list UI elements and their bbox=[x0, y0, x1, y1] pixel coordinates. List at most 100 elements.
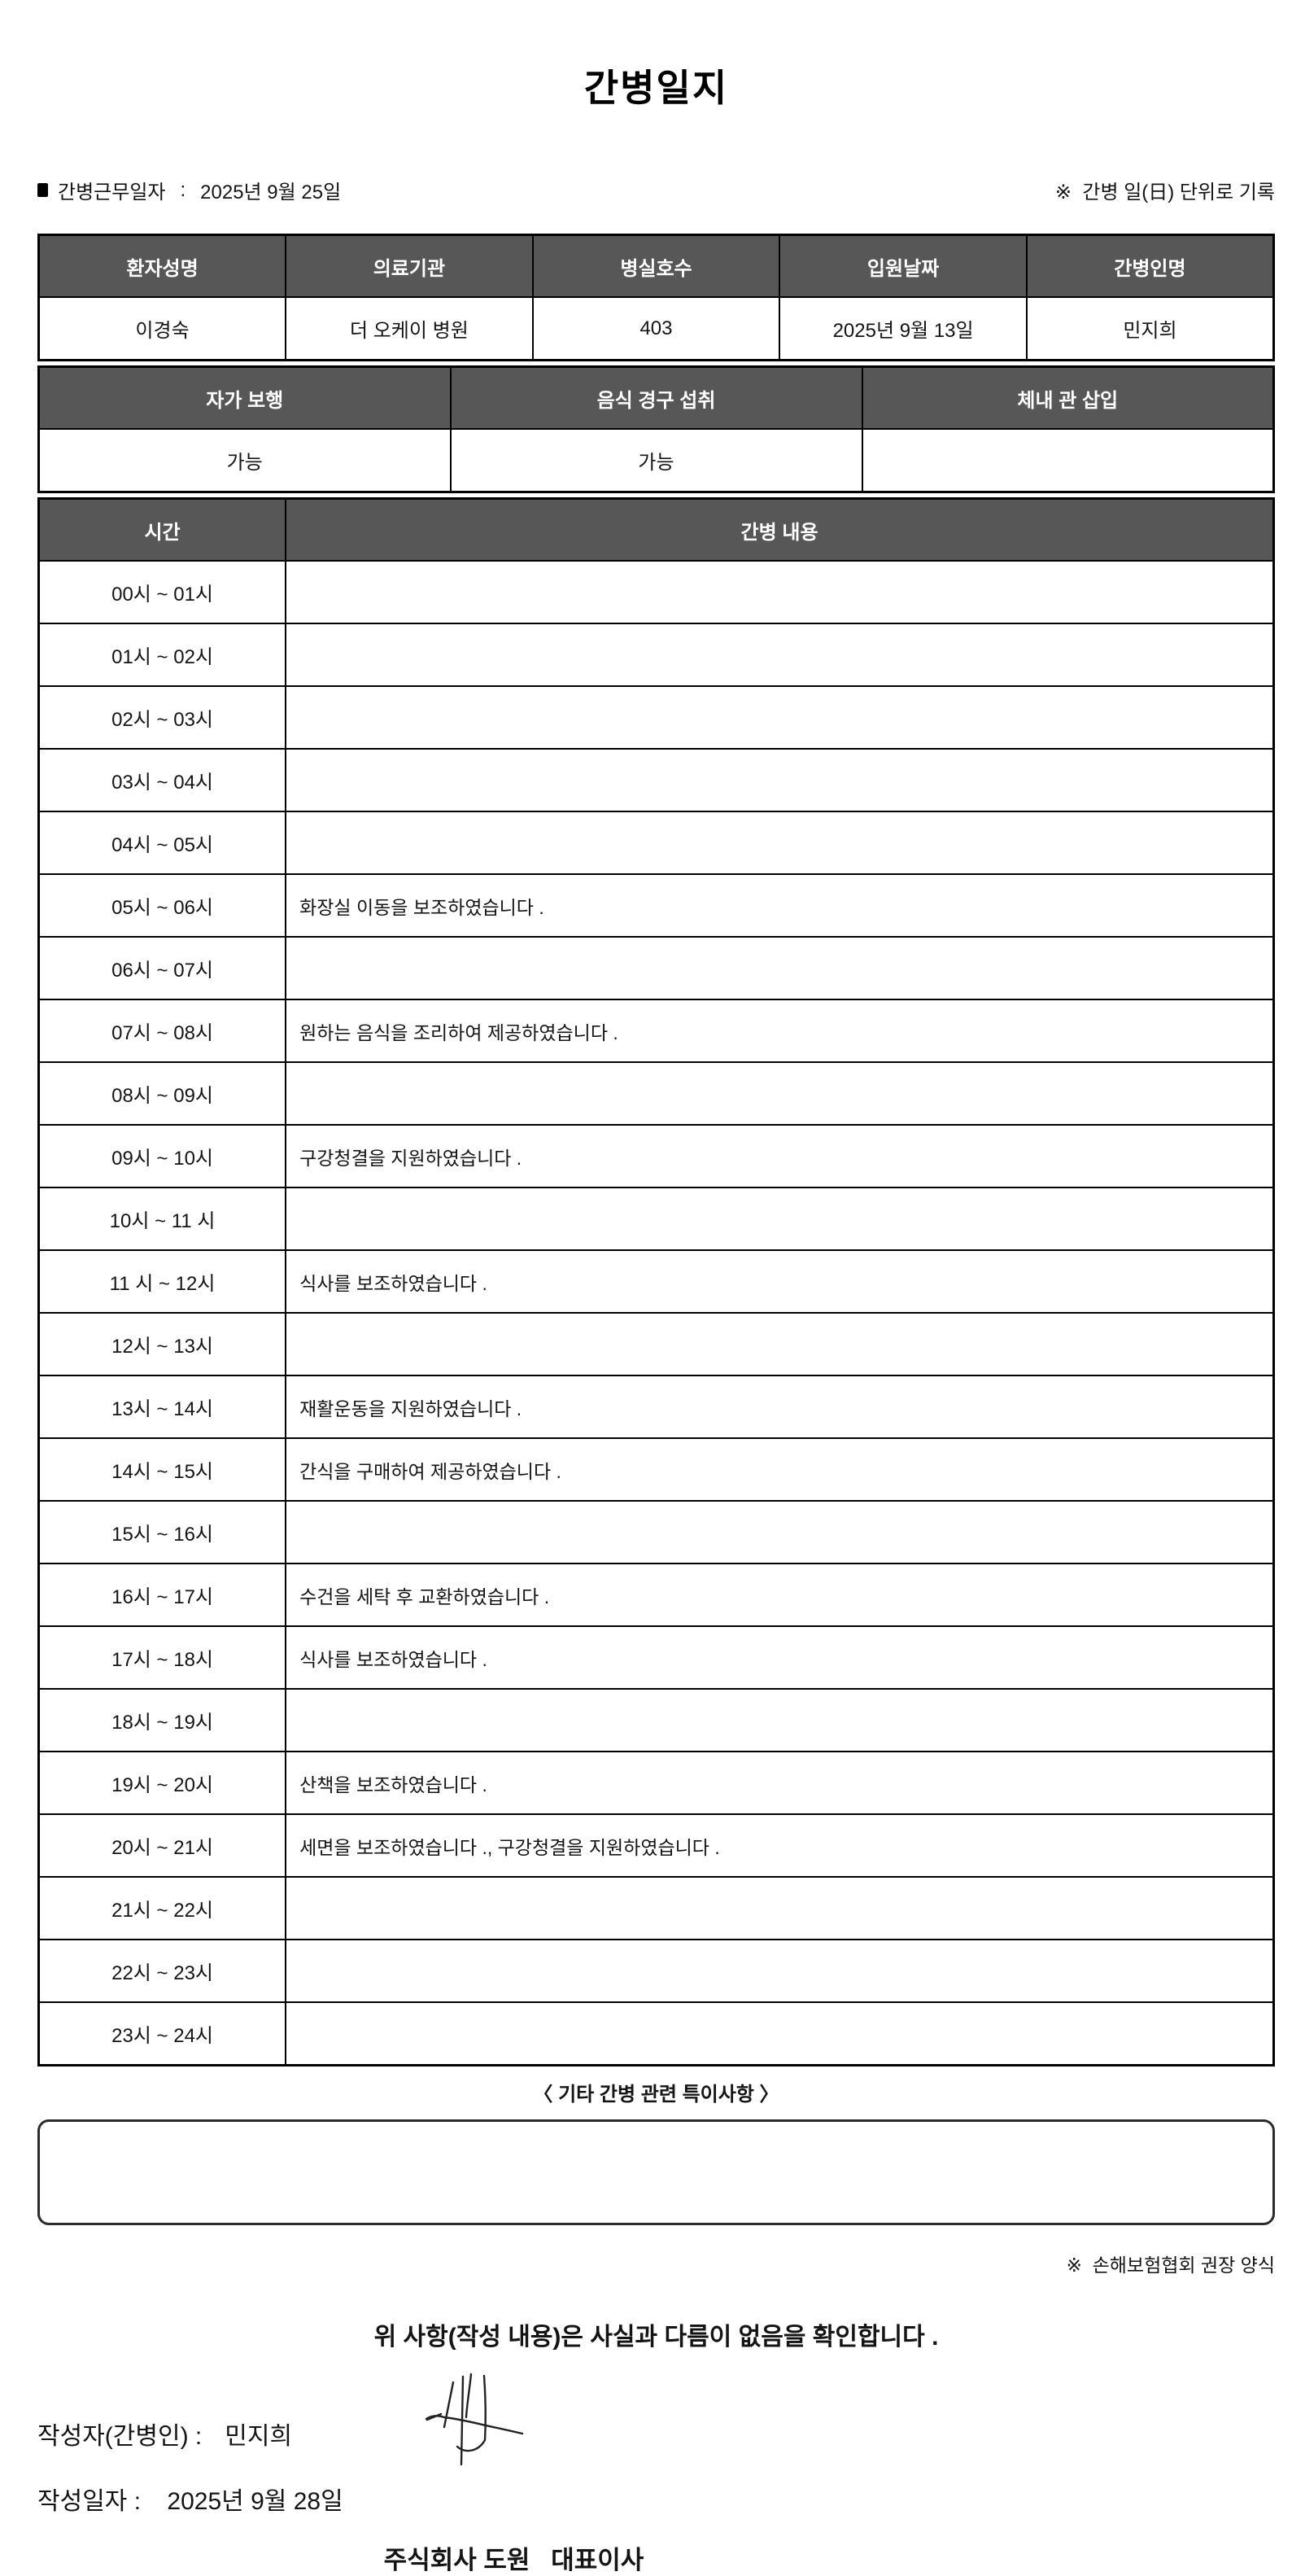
status-value-row: 가능 가능 bbox=[37, 428, 1275, 493]
work-date-label: 간병근무일자 bbox=[58, 182, 166, 203]
status-header-row: 자가 보행 음식 경구 섭취 체내 관 삽입 bbox=[37, 365, 1275, 430]
care-time: 16시 ~ 17시 bbox=[37, 1563, 287, 1627]
tube-insertion-value bbox=[861, 428, 1275, 493]
care-time: 11 시 ~ 12시 bbox=[37, 1249, 287, 1314]
patient-status-table: 자가 보행 음식 경구 섭취 체내 관 삽입 가능 가능 bbox=[37, 365, 1275, 493]
care-content bbox=[285, 623, 1275, 687]
room-number-value: 403 bbox=[531, 296, 781, 361]
care-content: 간식을 구매하여 제공하였습니다 . bbox=[285, 1437, 1275, 1502]
care-time: 14시 ~ 15시 bbox=[37, 1437, 287, 1502]
care-content: 세면을 보조하였습니다 ., 구강청결을 지원하였습니다 . bbox=[285, 1813, 1275, 1878]
care-content bbox=[285, 1939, 1275, 2003]
care-content bbox=[285, 748, 1275, 812]
oral-intake-value: 가능 bbox=[449, 428, 863, 493]
care-content bbox=[285, 2001, 1275, 2066]
notes-section-heading: 〈 기타 간병 관련 특이사항 〉 bbox=[533, 2084, 779, 2106]
care-time: 05시 ~ 06시 bbox=[37, 873, 287, 938]
form-recommendation-note: ※ 손해보험협회 권장 양식 bbox=[1066, 2255, 1275, 2276]
meta-row: 간병근무일자 : 2025년 9월 25일 ※ 간병 일(日) 단위로 기록 bbox=[37, 176, 1275, 204]
care-content: 원하는 음식을 조리하여 제공하였습니다 . bbox=[285, 999, 1275, 1063]
care-row: 02시 ~ 03시 bbox=[37, 685, 1275, 750]
care-row: 17시 ~ 18시 식사를 보조하였습니다 . bbox=[37, 1625, 1275, 1690]
care-time: 09시 ~ 10시 bbox=[37, 1124, 287, 1188]
care-row: 05시 ~ 06시 화장실 이동을 보조하였습니다 . bbox=[37, 873, 1275, 938]
care-row: 06시 ~ 07시 bbox=[37, 936, 1275, 1000]
care-row: 00시 ~ 01시 bbox=[37, 560, 1275, 624]
care-content bbox=[285, 1688, 1275, 1752]
time-header: 시간 bbox=[37, 497, 287, 562]
company-line-row: 주식회사 도원 대표이사 bbox=[37, 2539, 1275, 2576]
care-content bbox=[285, 560, 1275, 624]
care-time: 13시 ~ 14시 bbox=[37, 1375, 287, 1439]
care-time: 10시 ~ 11 시 bbox=[37, 1187, 287, 1251]
care-row: 19시 ~ 20시 산책을 보조하였습니다 . bbox=[37, 1751, 1275, 1815]
hospital-header: 의료기관 bbox=[285, 234, 534, 298]
care-content: 수건을 세탁 후 교환하였습니다 . bbox=[285, 1563, 1275, 1627]
care-row: 08시 ~ 09시 bbox=[37, 1061, 1275, 1126]
page-title: 간병일지 bbox=[583, 67, 729, 109]
caregiver-name-header: 간병인명 bbox=[1025, 234, 1275, 298]
care-content bbox=[285, 1500, 1275, 1564]
company-line: 주식회사 도원 대표이사 bbox=[383, 2546, 644, 2574]
care-content: 재활운동을 지원하였습니다 . bbox=[285, 1375, 1275, 1439]
care-time: 19시 ~ 20시 bbox=[37, 1751, 287, 1815]
care-row: 21시 ~ 22시 bbox=[37, 1876, 1275, 1940]
writer-name: 민지희 bbox=[225, 2423, 293, 2450]
patient-info-value-row: 이경숙 더 오케이 병원 403 2025년 9월 13일 민지희 bbox=[37, 296, 1275, 361]
care-row: 10시 ~ 11 시 bbox=[37, 1187, 1275, 1251]
care-content: 식사를 보조하였습니다 . bbox=[285, 1249, 1275, 1314]
care-time: 12시 ~ 13시 bbox=[37, 1312, 287, 1376]
care-content: 산책을 보조하였습니다 . bbox=[285, 1751, 1275, 1815]
care-time: 06시 ~ 07시 bbox=[37, 936, 287, 1000]
care-content bbox=[285, 1312, 1275, 1376]
care-row: 03시 ~ 04시 bbox=[37, 748, 1275, 812]
confirmation-statement: 위 사항(작성 내용)은 사실과 다름이 없음을 확인합니다 . bbox=[373, 2324, 939, 2351]
care-log-table: 시간 간병 내용 00시 ~ 01시 01시 ~ 02시 02시 ~ 03시 0… bbox=[37, 497, 1275, 2066]
care-time: 02시 ~ 03시 bbox=[37, 685, 287, 750]
writer-label: 작성자(간병인) : bbox=[37, 2423, 203, 2450]
care-row: 18시 ~ 19시 bbox=[37, 1688, 1275, 1752]
notes-box bbox=[37, 2119, 1275, 2225]
care-time: 18시 ~ 19시 bbox=[37, 1688, 287, 1752]
care-content bbox=[285, 936, 1275, 1000]
care-content bbox=[285, 1876, 1275, 1940]
care-content: 화장실 이동을 보조하였습니다 . bbox=[285, 873, 1275, 938]
hospital-value: 더 오케이 병원 bbox=[285, 296, 534, 361]
write-date-line: 작성일자 : 2025년 9월 28일 bbox=[37, 2481, 1275, 2517]
admission-date-value: 2025년 9월 13일 bbox=[779, 296, 1028, 361]
care-time: 22시 ~ 23시 bbox=[37, 1939, 287, 2003]
patient-info-header-row: 환자성명 의료기관 병실호수 입원날짜 간병인명 bbox=[37, 234, 1275, 298]
care-content bbox=[285, 1187, 1275, 1251]
tube-insertion-header: 체내 관 삽입 bbox=[861, 365, 1275, 430]
care-row: 13시 ~ 14시 재활운동을 지원하였습니다 . bbox=[37, 1375, 1275, 1439]
care-row: 15시 ~ 16시 bbox=[37, 1500, 1275, 1564]
care-content: 식사를 보조하였습니다 . bbox=[285, 1625, 1275, 1690]
care-content bbox=[285, 811, 1275, 875]
work-date-value: 2025년 9월 25일 bbox=[200, 182, 342, 203]
patient-name-header: 환자성명 bbox=[37, 234, 287, 298]
care-journal-document: 간병일지 간병근무일자 : 2025년 9월 25일 ※ 간병 일(日) 단위로… bbox=[37, 67, 1275, 2574]
care-row: 07시 ~ 08시 원하는 음식을 조리하여 제공하였습니다 . bbox=[37, 999, 1275, 1063]
care-time: 03시 ~ 04시 bbox=[37, 748, 287, 812]
care-time: 04시 ~ 05시 bbox=[37, 811, 287, 875]
care-row: 23시 ~ 24시 bbox=[37, 2001, 1275, 2066]
self-walking-header: 자가 보행 bbox=[37, 365, 452, 430]
care-time: 08시 ~ 09시 bbox=[37, 1061, 287, 1126]
care-time: 01시 ~ 02시 bbox=[37, 623, 287, 687]
oral-intake-header: 음식 경구 섭취 bbox=[449, 365, 863, 430]
care-row: 01시 ~ 02시 bbox=[37, 623, 1275, 687]
care-time: 00시 ~ 01시 bbox=[37, 560, 287, 624]
admission-date-header: 입원날짜 bbox=[779, 234, 1028, 298]
care-log-header-row: 시간 간병 내용 bbox=[37, 497, 1275, 562]
care-row: 04시 ~ 05시 bbox=[37, 811, 1275, 875]
bullet-square-icon bbox=[37, 183, 48, 197]
care-content bbox=[285, 1061, 1275, 1126]
care-time: 23시 ~ 24시 bbox=[37, 2001, 287, 2066]
care-content-header: 간병 내용 bbox=[285, 497, 1275, 562]
care-row: 09시 ~ 10시 구강청결을 지원하였습니다 . bbox=[37, 1124, 1275, 1188]
work-date-separator: : bbox=[180, 178, 186, 201]
writer-line: 작성자(간병인) : 민지희 bbox=[37, 2373, 1275, 2466]
room-number-header: 병실호수 bbox=[531, 234, 781, 298]
care-row: 11 시 ~ 12시 식사를 보조하였습니다 . bbox=[37, 1249, 1275, 1314]
care-time: 21시 ~ 22시 bbox=[37, 1876, 287, 1940]
